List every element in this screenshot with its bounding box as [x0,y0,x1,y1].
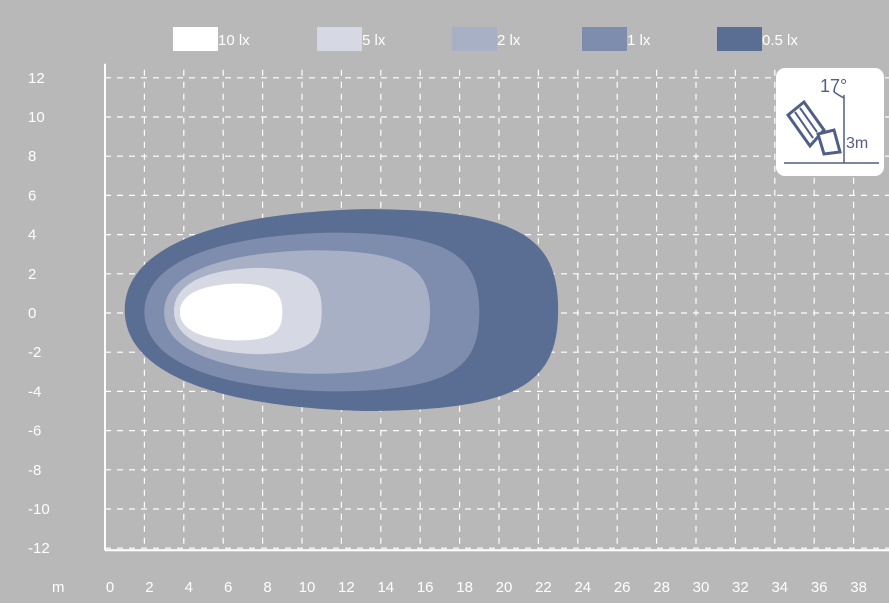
y-tick-label: -6 [28,423,41,440]
legend-label: 0.5 lx [762,32,798,49]
x-tick-label: 6 [224,579,232,596]
x-tick-label: 2 [145,579,153,596]
x-tick-label: 10 [299,579,316,596]
inset-background [776,68,884,176]
legend-label: 2 lx [497,32,521,49]
y-tick-label: 2 [28,266,36,283]
y-tick-label: -10 [28,501,50,518]
y-tick-label: 0 [28,305,36,322]
y-tick-label: 10 [28,109,45,126]
x-tick-label: 12 [338,579,355,596]
x-tick-label: 22 [535,579,552,596]
x-tick-label: 0 [106,579,114,596]
beam-angle-inset: 17° 3m [776,68,884,176]
x-tick-label: 18 [456,579,473,596]
legend-swatch [582,27,627,51]
legend-swatch [317,27,362,51]
y-tick-label: -12 [28,540,50,557]
legend-swatch [173,27,218,51]
inset-angle-arc [833,91,845,99]
x-unit-label: m [52,579,65,596]
legend-swatch [717,27,762,51]
x-tick-label: 32 [732,579,749,596]
y-tick-label: -2 [28,344,41,361]
x-tick-label: 16 [417,579,434,596]
inset-angle-label: 17° [820,76,847,96]
x-tick-label: 4 [185,579,193,596]
lamp-bracket-icon [816,128,842,156]
x-tick-label: 8 [263,579,271,596]
legend-label: 5 lx [362,32,386,49]
y-tick-label: 8 [28,148,36,165]
legend-swatch [452,27,497,51]
x-tick-label: 36 [811,579,828,596]
lamp-housing-icon [785,99,826,149]
inset-height-label: 3m [846,135,868,152]
x-tick-label: 26 [614,579,631,596]
y-tick-label: -8 [28,462,41,479]
y-tick-label: -4 [28,383,41,400]
y-tick-label: 12 [28,70,45,87]
x-tick-label: 20 [496,579,513,596]
y-tick-label: 6 [28,187,36,204]
x-tick-label: 34 [771,579,788,596]
x-tick-label: 38 [850,579,867,596]
legend-label: 10 lx [218,32,250,49]
isolux-contour-10-lx [179,283,283,341]
legend-label: 1 lx [627,32,651,49]
y-tick-label: 4 [28,227,36,244]
x-tick-label: 30 [693,579,710,596]
x-tick-label: 28 [653,579,670,596]
x-tick-label: 24 [574,579,591,596]
lamp-lens-icon [794,103,823,139]
x-tick-label: 14 [377,579,394,596]
lamp-mount-icon: 17° 3m [776,68,884,176]
